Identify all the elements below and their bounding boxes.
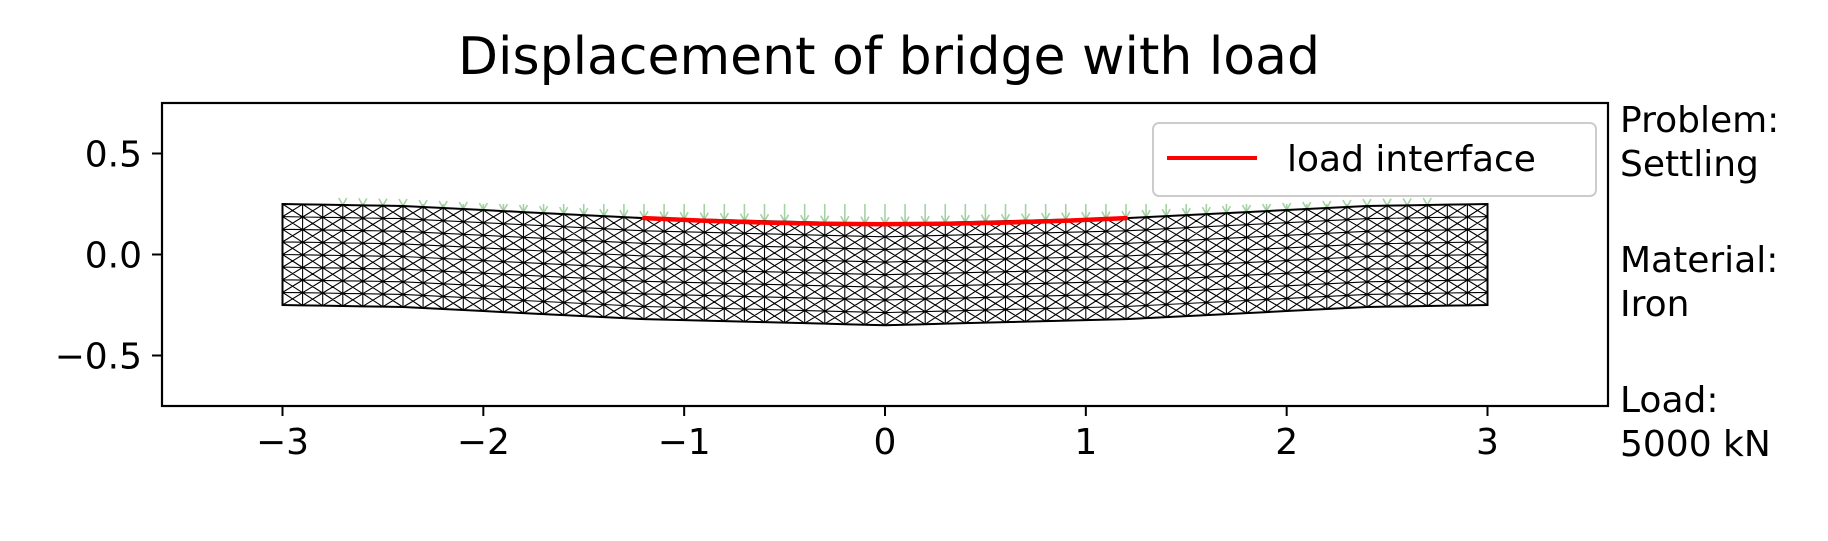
x-tick-label: −3 — [256, 422, 309, 463]
x-tick-label: 0 — [874, 422, 897, 463]
x-axis: −3 −2 −1 0 1 2 3 — [256, 406, 1499, 463]
displacement-arrowhead — [1402, 197, 1412, 207]
y-tick-label: 0.0 — [85, 236, 142, 277]
x-tick-label: 1 — [1074, 422, 1097, 463]
material-annotation: Material: Iron — [1620, 240, 1779, 325]
problem-annotation: Problem: Settling — [1620, 100, 1780, 185]
displacement-arrowhead — [1382, 198, 1392, 208]
displacement-arrowhead — [1362, 198, 1372, 208]
load-interface-line — [641, 215, 1129, 227]
displacement-arrowhead — [398, 198, 408, 208]
load-annotation: Load: 5000 kN — [1620, 380, 1771, 465]
displacement-arrowhead — [378, 198, 388, 208]
x-tick-label: 2 — [1275, 422, 1298, 463]
displacement-arrowhead — [358, 197, 368, 207]
chart-title: Displacement of bridge with load — [458, 27, 1320, 87]
y-tick-label: 0.5 — [85, 135, 142, 176]
x-tick-label: −1 — [658, 422, 711, 463]
y-tick-label: −0.5 — [55, 337, 142, 378]
plot-area — [281, 197, 1489, 327]
displacement-arrowhead — [338, 197, 348, 207]
legend-box — [1152, 122, 1597, 197]
x-tick-label: −2 — [457, 422, 510, 463]
legend-label-load-interface: load interface — [1287, 139, 1536, 180]
displacement-arrowhead — [1422, 197, 1432, 207]
legend: load interface — [1152, 122, 1597, 197]
x-tick-label: 3 — [1476, 422, 1499, 463]
y-axis: 0.5 0.0 −0.5 — [55, 135, 162, 378]
